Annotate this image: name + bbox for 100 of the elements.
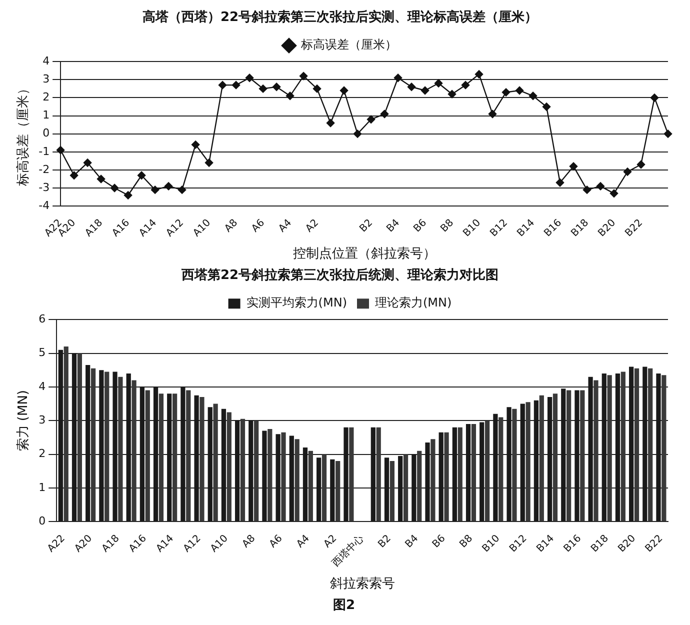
- bar: [594, 380, 598, 522]
- point: [596, 182, 605, 190]
- y-tick-label: 5: [38, 346, 46, 360]
- bar: [458, 427, 462, 522]
- bar: [322, 454, 327, 522]
- bar: [186, 390, 191, 522]
- y-tick-label: 2: [42, 90, 50, 104]
- y-tick-label: 0: [38, 514, 46, 528]
- legend-label: 标高误差（厘米）: [300, 38, 397, 52]
- point: [83, 158, 92, 167]
- y-tick-label: -3: [38, 180, 50, 194]
- x-tick-label: B10: [480, 533, 502, 555]
- x-tick-label: A8: [222, 217, 240, 235]
- bar: [118, 376, 123, 522]
- y-tick-label: 3: [42, 72, 50, 86]
- point: [569, 162, 578, 170]
- bar: [90, 368, 96, 522]
- bar: [200, 397, 204, 522]
- y-tick-label: 4: [42, 54, 50, 68]
- bar: [268, 429, 272, 522]
- x-tick-label: B4: [403, 533, 421, 550]
- y-axis-title: 索力 (MN): [16, 390, 32, 452]
- x-tick-label: B22: [623, 217, 645, 240]
- x-tick-label: A8: [240, 533, 258, 550]
- point: [137, 171, 146, 180]
- bar: [281, 432, 286, 522]
- point: [150, 186, 160, 194]
- point: [124, 191, 132, 200]
- point: [218, 80, 227, 90]
- point: [204, 158, 214, 167]
- bar: [172, 394, 178, 522]
- point: [420, 86, 430, 95]
- bar: [64, 346, 68, 522]
- bar: [390, 461, 394, 522]
- bar: [376, 427, 381, 522]
- point: [542, 102, 551, 111]
- bar: [444, 432, 449, 522]
- y-tick-label: 1: [38, 480, 46, 494]
- point: [650, 94, 659, 102]
- bar: [145, 390, 150, 522]
- point: [380, 110, 389, 118]
- bar: [158, 394, 164, 522]
- point: [56, 146, 65, 154]
- chart-title: 高塔（西塔）22号斜拉索第三次张拉后实测、理论标高误差（厘米）: [142, 9, 538, 26]
- bar: [484, 420, 490, 522]
- bar: [240, 418, 246, 522]
- point: [556, 178, 564, 187]
- y-axis-title: 标高误差（厘米）: [15, 82, 32, 187]
- y-tick-label: 6: [38, 312, 46, 326]
- point: [664, 130, 672, 138]
- x-tick-label: A6: [268, 533, 285, 550]
- bar: [77, 353, 82, 522]
- bar: [526, 402, 530, 522]
- point: [272, 82, 281, 91]
- x-tick-label: B12: [488, 217, 510, 240]
- bar: [403, 454, 408, 522]
- y-tick-label: -2: [38, 162, 50, 176]
- bar: [648, 368, 653, 522]
- bar: [634, 368, 640, 522]
- legend-label: 理论索力(MN): [375, 296, 452, 310]
- point: [515, 86, 524, 95]
- legend-label: 实测平均索力(MN): [246, 296, 348, 310]
- bar: [104, 372, 110, 522]
- point: [610, 189, 618, 198]
- point: [636, 160, 646, 169]
- point: [528, 92, 538, 100]
- point: [488, 110, 497, 118]
- point: [340, 86, 348, 95]
- bar: [430, 439, 436, 522]
- x-tick-label: B20: [616, 533, 638, 555]
- bar: [662, 375, 666, 522]
- point: [178, 186, 186, 194]
- y-tick-label: 3: [38, 413, 46, 426]
- x-tick-label: B2: [376, 533, 394, 550]
- point: [232, 80, 240, 90]
- x-tick-label: B20: [596, 217, 618, 240]
- point: [191, 140, 200, 149]
- point: [312, 84, 322, 93]
- bar: [417, 450, 422, 522]
- bar: [471, 424, 476, 522]
- point: [502, 88, 510, 96]
- point: [326, 118, 335, 128]
- chart-title: 西塔第22号斜拉索第三次张拉后统测、理论索力对比图: [180, 267, 499, 284]
- bar: [607, 375, 612, 522]
- bar: [254, 420, 259, 522]
- point: [623, 168, 632, 176]
- bar: [294, 439, 300, 522]
- x-axis-title: 控制点位置（斜拉索号）: [292, 246, 436, 262]
- bar: [498, 417, 504, 522]
- caption: 图2: [332, 597, 356, 614]
- point: [394, 74, 402, 82]
- bar: [213, 404, 218, 522]
- y-tick-label: -4: [38, 198, 50, 212]
- point: [110, 184, 119, 192]
- bar: [349, 427, 354, 522]
- point: [366, 115, 376, 124]
- point: [474, 70, 484, 78]
- x-tick-label: A2: [322, 533, 340, 550]
- point: [582, 186, 592, 194]
- point: [258, 84, 268, 93]
